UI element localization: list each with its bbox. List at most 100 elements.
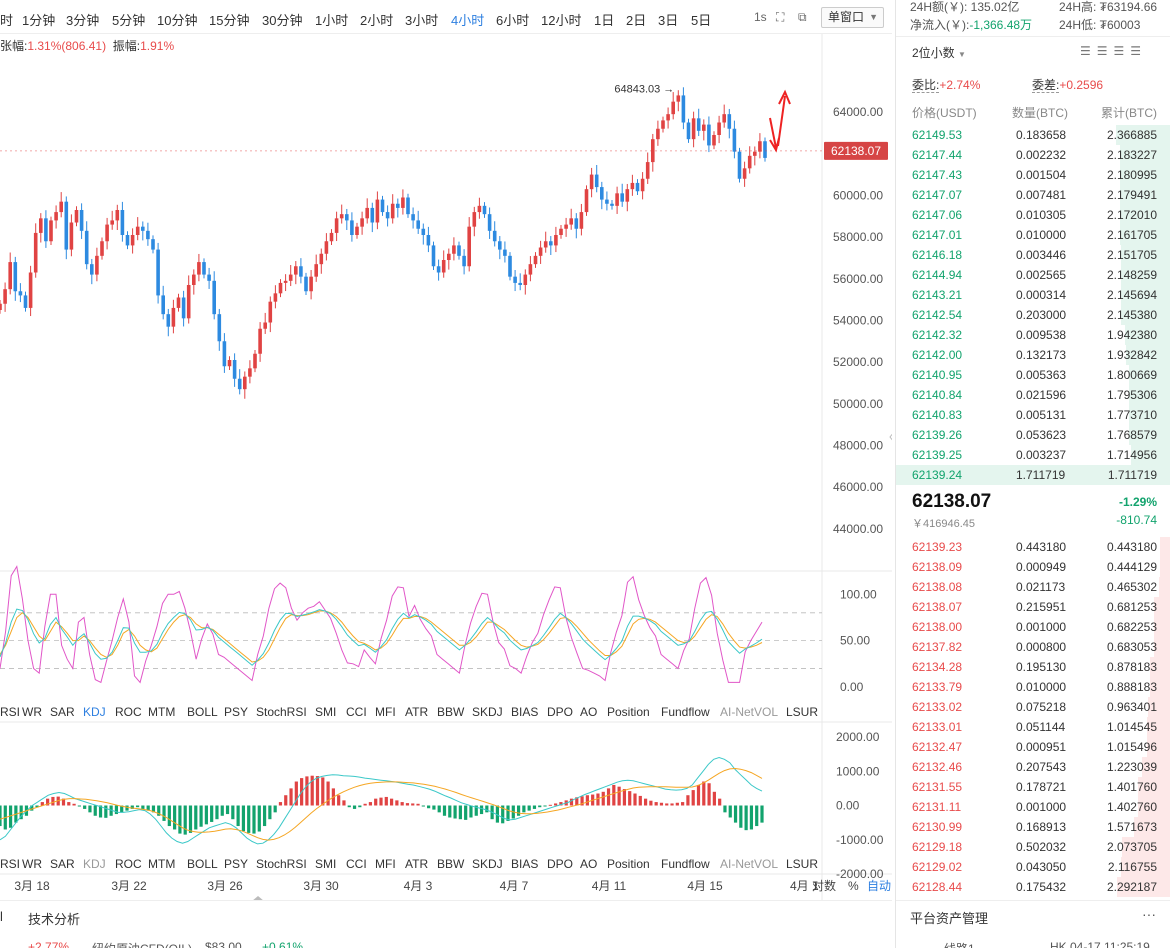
indicator-ai-netvol[interactable]: AI-NetVOL [720,705,779,719]
indicator-bias[interactable]: BIAS [511,857,539,871]
ask-row[interactable]: 62131.11 0.001000 1.402760 [896,797,1170,817]
indicator-bias[interactable]: BIAS [511,705,539,719]
indicator-mtm[interactable]: MTM [148,857,176,871]
indicator-ao[interactable]: AO [580,857,598,871]
timeframe-8[interactable]: 2小时 [360,13,394,28]
indicator-wr[interactable]: WR [22,857,42,871]
indicator-atr[interactable]: ATR [405,705,429,719]
ask-row[interactable]: 62138.08 0.021173 0.465302 [896,577,1170,597]
bid-row[interactable]: 62139.24 1.711719 1.711719 [896,465,1170,485]
indicator-rsi[interactable]: RSI [0,705,21,719]
timeframe-16[interactable]: 5日 [691,13,712,28]
ask-row[interactable]: 62130.99 0.168913 1.571673 [896,817,1170,837]
interval-1s-button[interactable]: 1s [754,10,767,24]
ticker-name[interactable]: 纽约原油CFD(OIL) [92,940,192,948]
line-selector[interactable]: 线路1 [944,940,975,948]
ask-row[interactable]: 62131.55 0.178721 1.401760 [896,777,1170,797]
timeframe-1[interactable]: 1分钟 [22,13,56,28]
bid-row[interactable]: 62147.01 0.010000 2.161705 [896,225,1170,245]
indicator-wr[interactable]: WR [22,705,42,719]
bid-row[interactable]: 62147.44 0.002232 2.183227 [896,145,1170,165]
screenshot-icon[interactable]: ⧉ [798,10,807,24]
decimals-select[interactable]: 2位小数 ▼ [912,44,966,61]
indicator-smi[interactable]: SMI [315,857,337,871]
timeframe-7[interactable]: 1小时 [315,13,349,28]
bid-row[interactable]: 62142.00 0.132173 1.932842 [896,345,1170,365]
timeframe-2[interactable]: 3分钟 [66,13,100,28]
indicator-lsur[interactable]: LSUR [786,705,819,719]
timeframe-4[interactable]: 10分钟 [157,13,198,28]
timeframe-6[interactable]: 30分钟 [262,13,303,28]
indicator-atr[interactable]: ATR [405,857,429,871]
tab-left[interactable]: l [0,909,3,924]
indicator-rsi[interactable]: RSI [0,857,21,871]
ask-row[interactable]: 62138.07 0.215951 0.681253 [896,597,1170,617]
layout-asks-icon[interactable]: ☰ [1113,44,1131,58]
ask-row[interactable]: 62128.44 0.175432 2.292187 [896,877,1170,897]
indicator-mtm[interactable]: MTM [148,705,176,719]
timeframe-10[interactable]: 4小时 [451,13,485,28]
indicator-sar[interactable]: SAR [50,857,75,871]
indicator-boll[interactable]: BOLL [187,857,218,871]
ask-row[interactable]: 62138.09 0.000949 0.444129 [896,557,1170,577]
indicator-ao[interactable]: AO [580,705,598,719]
bid-row[interactable]: 62142.32 0.009538 1.942380 [896,325,1170,345]
bid-row[interactable]: 62139.25 0.003237 1.714956 [896,445,1170,465]
bid-row[interactable]: 62147.07 0.007481 2.179491 [896,185,1170,205]
indicator-boll[interactable]: BOLL [187,705,218,719]
indicator-skdj[interactable]: SKDJ [472,857,503,871]
bid-row[interactable]: 62140.95 0.005363 1.800669 [896,365,1170,385]
indicator-lsur[interactable]: LSUR [786,857,819,871]
timeframe-13[interactable]: 1日 [594,13,615,28]
indicator-roc[interactable]: ROC [115,857,142,871]
ask-row[interactable]: 62137.82 0.000800 0.683053 [896,637,1170,657]
indicator-skdj[interactable]: SKDJ [472,705,503,719]
indicator-position[interactable]: Position [607,857,650,871]
bid-row[interactable]: 62142.54 0.203000 2.145380 [896,305,1170,325]
indicator-bbw[interactable]: BBW [437,705,465,719]
timeframe-0[interactable]: 时 [0,13,14,28]
ask-row[interactable]: 62132.46 0.207543 1.223039 [896,757,1170,777]
ask-row[interactable]: 62139.23 0.443180 0.443180 [896,537,1170,557]
window-mode-select[interactable]: 单窗口 ▼ [821,7,884,28]
timeframe-5[interactable]: 15分钟 [209,13,250,28]
indicator-roc[interactable]: ROC [115,705,142,719]
layout-icons[interactable]: ☰☰☰☰ [1080,44,1147,58]
indicator-psy[interactable]: PSY [224,705,249,719]
ask-row[interactable]: 62129.18 0.502032 2.073705 [896,837,1170,857]
bid-row[interactable]: 62144.94 0.002565 2.148259 [896,265,1170,285]
indicator-sar[interactable]: SAR [50,705,75,719]
chevron-left-icon[interactable] [889,432,892,442]
bid-row[interactable]: 62147.43 0.001504 2.180995 [896,165,1170,185]
indicator-kdj[interactable]: KDJ [83,705,106,719]
auto-scale-toggle[interactable]: 自动 [867,879,891,893]
more-icon[interactable]: ··· [1142,906,1156,922]
indicator-psy[interactable]: PSY [224,857,249,871]
timeframe-14[interactable]: 2日 [626,13,647,28]
indicator-dpo[interactable]: DPO [547,705,574,719]
timeframe-9[interactable]: 3小时 [405,13,439,28]
ask-row[interactable]: 62133.79 0.010000 0.888183 [896,677,1170,697]
ask-row[interactable]: 62138.00 0.001000 0.682253 [896,617,1170,637]
bid-row[interactable]: 62140.83 0.005131 1.773710 [896,405,1170,425]
indicator-ai-netvol[interactable]: AI-NetVOL [720,857,779,871]
indicator-position[interactable]: Position [607,705,650,719]
indicator-cci[interactable]: CCI [346,857,367,871]
timeframe-12[interactable]: 12小时 [541,13,582,28]
percent-toggle[interactable]: % [848,879,859,893]
layout-both-icon[interactable]: ☰ [1080,44,1097,58]
log-scale-toggle[interactable]: 对数 [812,878,836,893]
bid-row[interactable]: 62140.84 0.021596 1.795306 [896,385,1170,405]
tab-technical-analysis[interactable]: 技术分析 [28,912,81,927]
indicator-stochrsi[interactable]: StochRSI [256,857,307,871]
timeframe-11[interactable]: 6小时 [496,13,530,28]
bid-row[interactable]: 62143.21 0.000314 2.145694 [896,285,1170,305]
ask-row[interactable]: 62132.47 0.000951 1.015496 [896,737,1170,757]
bid-row[interactable]: 62146.18 0.003446 2.151705 [896,245,1170,265]
chart-canvas[interactable]: 64000.0062000.0060000.0058000.0056000.00… [0,0,892,900]
indicator-mfi[interactable]: MFI [375,705,396,719]
indicator-kdj[interactable]: KDJ [83,857,106,871]
bid-row[interactable]: 62139.26 0.053623 1.768579 [896,425,1170,445]
bid-row[interactable]: 62149.53 0.183658 2.366885 [896,125,1170,145]
indicator-mfi[interactable]: MFI [375,857,396,871]
